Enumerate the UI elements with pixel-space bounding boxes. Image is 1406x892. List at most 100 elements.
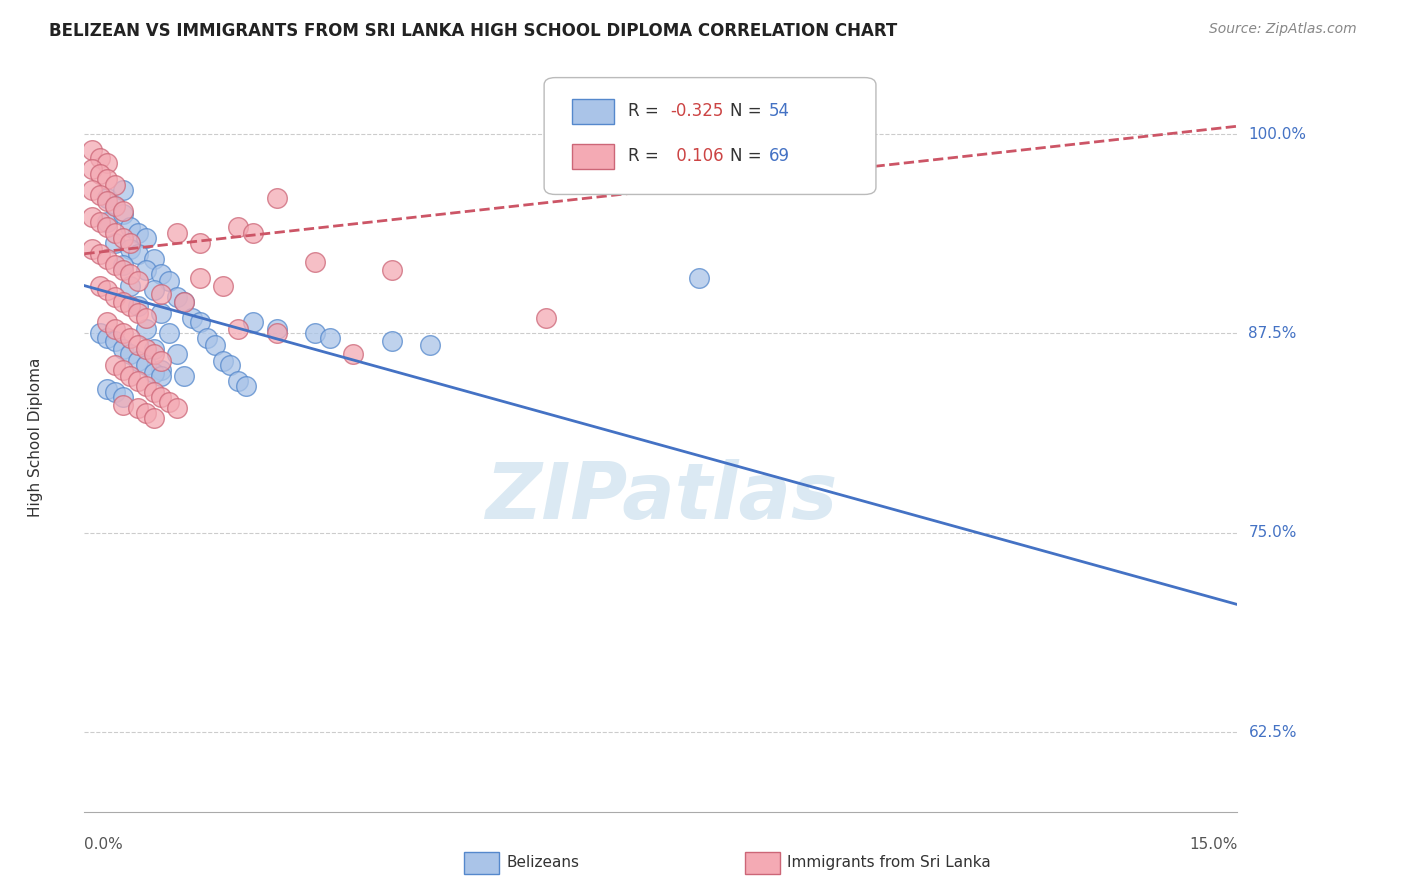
Point bbox=[135, 359, 157, 373]
Point bbox=[381, 334, 404, 349]
Point bbox=[120, 347, 142, 361]
Point bbox=[120, 219, 142, 234]
Point bbox=[111, 262, 134, 277]
Point bbox=[89, 246, 111, 260]
Point bbox=[80, 183, 103, 197]
Point bbox=[195, 331, 218, 345]
Point bbox=[142, 343, 165, 357]
Point bbox=[127, 246, 149, 260]
Point bbox=[219, 359, 242, 373]
Text: 54: 54 bbox=[769, 103, 790, 120]
Point bbox=[150, 369, 173, 384]
Point bbox=[166, 401, 188, 416]
Point bbox=[173, 369, 195, 384]
Point bbox=[96, 171, 118, 186]
Point bbox=[173, 294, 195, 309]
Point bbox=[127, 274, 149, 288]
Text: 100.0%: 100.0% bbox=[1249, 127, 1306, 142]
Point bbox=[319, 331, 342, 345]
Point bbox=[342, 347, 364, 361]
Point bbox=[120, 299, 142, 313]
Point bbox=[150, 363, 173, 377]
Point bbox=[150, 286, 173, 301]
Point bbox=[142, 367, 165, 381]
Point bbox=[104, 199, 127, 213]
Point bbox=[104, 290, 127, 304]
Point bbox=[96, 194, 118, 208]
Point bbox=[120, 242, 142, 256]
Text: 75.0%: 75.0% bbox=[1249, 525, 1296, 541]
Text: R =: R = bbox=[628, 147, 665, 165]
Point bbox=[104, 321, 127, 335]
Point bbox=[111, 231, 134, 245]
Point bbox=[96, 331, 118, 345]
Point bbox=[135, 310, 157, 325]
Point bbox=[226, 374, 249, 388]
Point bbox=[89, 167, 111, 181]
Point bbox=[96, 315, 118, 329]
Text: N =: N = bbox=[730, 147, 766, 165]
Point bbox=[120, 268, 142, 282]
Point bbox=[111, 203, 134, 218]
Point bbox=[104, 385, 127, 400]
Point bbox=[111, 363, 134, 377]
Point bbox=[381, 262, 404, 277]
Text: ZIPatlas: ZIPatlas bbox=[485, 459, 837, 535]
Point bbox=[211, 353, 233, 368]
Point bbox=[120, 235, 142, 250]
Point bbox=[89, 278, 111, 293]
Point bbox=[96, 156, 118, 170]
Point bbox=[96, 191, 118, 205]
Point bbox=[157, 326, 180, 341]
Point bbox=[127, 226, 149, 240]
Point bbox=[127, 353, 149, 368]
Point bbox=[104, 359, 127, 373]
Point bbox=[89, 215, 111, 229]
Point bbox=[204, 337, 226, 351]
Point bbox=[135, 406, 157, 420]
Text: BELIZEAN VS IMMIGRANTS FROM SRI LANKA HIGH SCHOOL DIPLOMA CORRELATION CHART: BELIZEAN VS IMMIGRANTS FROM SRI LANKA HI… bbox=[49, 22, 897, 40]
Text: 62.5%: 62.5% bbox=[1249, 724, 1296, 739]
Point bbox=[111, 390, 134, 404]
Point bbox=[142, 411, 165, 425]
Point bbox=[111, 326, 134, 341]
Point bbox=[142, 347, 165, 361]
Point bbox=[242, 315, 264, 329]
Point bbox=[89, 151, 111, 165]
Text: 0.0%: 0.0% bbox=[84, 837, 124, 852]
Point bbox=[111, 294, 134, 309]
Point bbox=[89, 187, 111, 202]
Point bbox=[226, 321, 249, 335]
Point bbox=[150, 390, 173, 404]
Point bbox=[266, 321, 288, 335]
Point bbox=[166, 226, 188, 240]
Text: Source: ZipAtlas.com: Source: ZipAtlas.com bbox=[1209, 22, 1357, 37]
Point bbox=[111, 183, 134, 197]
Point bbox=[104, 178, 127, 193]
Point bbox=[135, 379, 157, 393]
Point bbox=[135, 321, 157, 335]
Point bbox=[111, 207, 134, 221]
Point bbox=[96, 219, 118, 234]
Text: -0.325: -0.325 bbox=[671, 103, 724, 120]
Point bbox=[166, 347, 188, 361]
Point bbox=[96, 252, 118, 266]
Point bbox=[120, 369, 142, 384]
Point bbox=[142, 252, 165, 266]
Point bbox=[266, 326, 288, 341]
Text: N =: N = bbox=[730, 103, 766, 120]
Text: 0.106: 0.106 bbox=[671, 147, 723, 165]
Point bbox=[135, 231, 157, 245]
Point bbox=[150, 268, 173, 282]
Point bbox=[150, 353, 173, 368]
Point bbox=[211, 278, 233, 293]
Point bbox=[104, 199, 127, 213]
Point bbox=[235, 379, 257, 393]
Point bbox=[96, 382, 118, 396]
Text: Immigrants from Sri Lanka: Immigrants from Sri Lanka bbox=[787, 855, 991, 870]
Point bbox=[135, 262, 157, 277]
Point bbox=[188, 315, 211, 329]
Point bbox=[226, 219, 249, 234]
Point bbox=[304, 254, 326, 268]
Point bbox=[127, 337, 149, 351]
